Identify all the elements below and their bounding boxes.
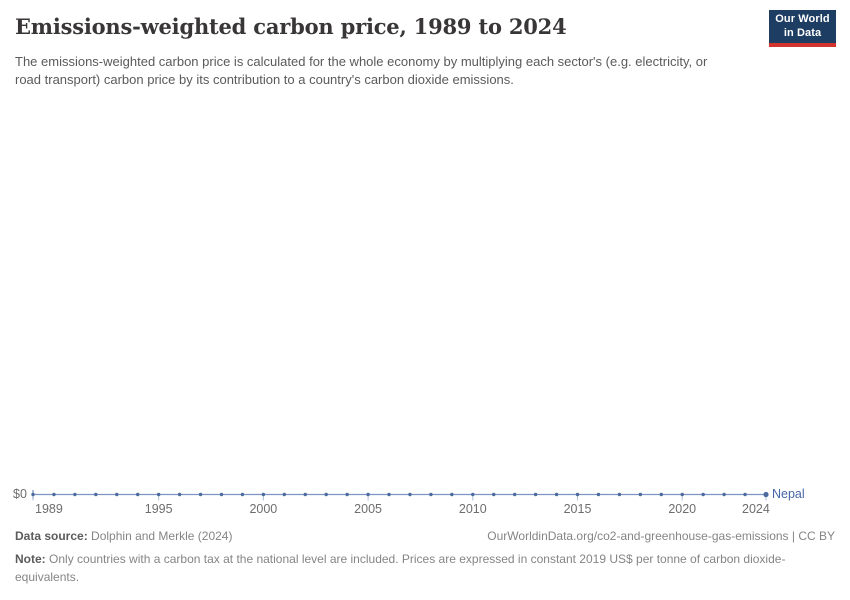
data-point-marker — [73, 492, 77, 497]
data-point-marker — [701, 492, 705, 497]
x-axis-tick-label: 2010 — [458, 502, 487, 516]
data-point-marker — [345, 492, 349, 497]
data-point-marker — [450, 492, 454, 497]
data-point-marker — [136, 492, 140, 497]
data-source-label: Data source: — [15, 529, 88, 543]
chart-subtitle: The emissions-weighted carbon price is c… — [15, 54, 708, 87]
x-axis-tick-label: 1989 — [35, 502, 63, 516]
data-source-value: Dolphin and Merkle (2024) — [91, 529, 233, 543]
data-point-marker — [429, 492, 433, 497]
logo-text-line1: Our World — [775, 12, 830, 25]
x-axis-tick-label: 2024 — [742, 502, 770, 516]
series-label-nepal: Nepal — [772, 487, 805, 501]
data-point-marker — [115, 492, 119, 497]
data-point-marker — [177, 492, 182, 497]
data-point-marker — [492, 492, 496, 497]
data-point-marker — [638, 492, 643, 497]
data-point-marker — [219, 492, 224, 497]
x-axis-tick-label: 2020 — [668, 502, 697, 516]
data-point-marker — [366, 492, 370, 497]
data-point-marker — [198, 492, 203, 497]
footer-note: Note: Only countries with a carbon tax a… — [15, 550, 810, 586]
y-axis-zero-label: $0 — [13, 487, 27, 501]
data-point-marker — [471, 492, 475, 497]
data-point-marker — [596, 492, 601, 497]
footer-link[interactable]: OurWorldinData.org/co2-and-greenhouse-ga… — [487, 529, 835, 543]
data-point-marker — [94, 492, 98, 497]
line-chart-svg — [31, 490, 769, 501]
data-point-marker — [324, 492, 328, 497]
data-point-marker — [303, 492, 307, 497]
data-point-marker — [240, 492, 245, 497]
note-label: Note: — [15, 552, 46, 566]
data-point-marker — [554, 492, 559, 497]
x-axis-tick-label: 2000 — [249, 502, 278, 516]
chart-title: Emissions-weighted carbon price, 1989 to… — [15, 14, 567, 39]
data-point-marker — [282, 492, 287, 497]
data-point-marker — [408, 492, 412, 497]
x-axis-tick-label: 2015 — [563, 502, 592, 516]
chart-footer: Data source: Dolphin and Merkle (2024) O… — [15, 529, 835, 586]
data-point-marker — [533, 492, 538, 497]
data-point-marker — [512, 492, 517, 497]
logo-text-line2: in Data — [783, 26, 822, 39]
data-point-marker — [743, 492, 747, 497]
data-point-marker — [387, 492, 391, 497]
data-point-marker — [575, 492, 580, 497]
owid-logo: Our World in Data — [769, 10, 836, 47]
data-point-marker — [763, 491, 769, 498]
data-point-marker — [722, 492, 726, 497]
data-point-marker — [680, 492, 684, 497]
data-point-marker — [52, 492, 56, 497]
x-axis-tick-label: 2005 — [354, 502, 382, 516]
data-point-marker — [261, 492, 266, 497]
data-point-marker — [156, 492, 161, 497]
data-point-marker — [659, 492, 663, 497]
x-axis-tick-label: 1995 — [144, 502, 173, 516]
note-text: Only countries with a carbon tax at the … — [15, 552, 786, 584]
data-point-marker — [31, 492, 35, 497]
data-point-marker — [617, 492, 622, 497]
data-source-line: Data source: Dolphin and Merkle (2024) — [15, 529, 232, 543]
